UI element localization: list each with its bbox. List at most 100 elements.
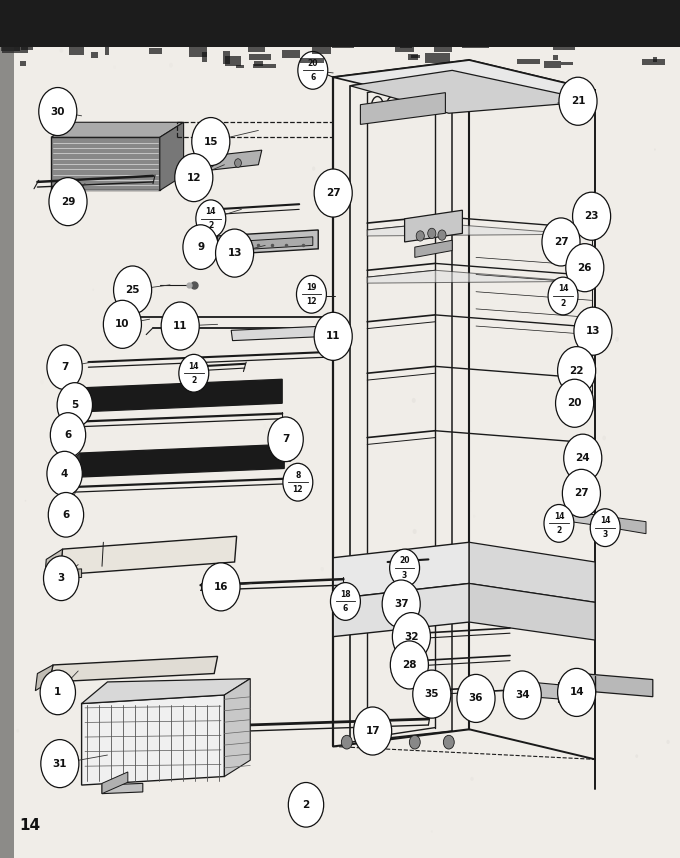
Bar [253,64,277,69]
Circle shape [207,159,214,167]
Text: 28: 28 [402,660,417,670]
Text: 1: 1 [54,687,61,698]
Text: 11: 11 [326,331,341,341]
Text: 3: 3 [402,571,407,580]
Polygon shape [82,679,250,704]
Bar [411,55,420,58]
Circle shape [654,148,656,151]
Polygon shape [102,772,128,794]
Text: 10: 10 [115,319,130,329]
Polygon shape [595,515,646,534]
Bar [553,55,558,59]
Bar [151,27,159,39]
Polygon shape [82,379,282,412]
Bar [656,39,679,47]
Circle shape [49,178,87,226]
Bar [325,33,341,39]
Circle shape [114,266,152,314]
Circle shape [296,275,326,313]
Circle shape [390,641,428,689]
Polygon shape [360,93,445,124]
Polygon shape [333,542,469,599]
Text: 2: 2 [191,376,197,385]
Circle shape [409,735,420,749]
Text: 13: 13 [585,326,600,336]
Bar [176,29,201,41]
Bar [395,47,414,52]
Text: 20: 20 [567,398,582,408]
Bar [462,39,489,48]
Text: 16: 16 [214,582,228,592]
Polygon shape [415,240,452,257]
Text: 12: 12 [186,172,201,183]
Text: 14: 14 [569,687,584,698]
Bar [0,0,14,858]
Text: 2: 2 [560,299,566,308]
Text: 6: 6 [65,430,71,440]
Polygon shape [35,665,53,691]
Circle shape [566,244,604,292]
Circle shape [548,277,578,315]
Polygon shape [228,237,313,251]
Bar [248,47,265,52]
Bar [202,52,207,62]
Bar [58,36,65,41]
Polygon shape [102,783,143,794]
Circle shape [413,670,451,718]
Text: 25: 25 [125,285,140,295]
Circle shape [39,88,77,136]
Polygon shape [333,583,469,637]
Polygon shape [67,453,80,488]
Text: 27: 27 [326,188,341,198]
Bar [642,58,665,65]
Circle shape [175,154,213,202]
Bar [307,39,319,45]
Bar [371,37,376,41]
Circle shape [590,509,620,547]
Circle shape [558,668,596,716]
Bar [554,29,571,41]
Circle shape [312,166,316,171]
Text: 2: 2 [303,800,309,810]
Text: 4: 4 [61,468,68,479]
Polygon shape [51,123,184,137]
Text: 22: 22 [569,366,584,376]
Text: 14: 14 [600,516,611,525]
Bar [401,37,412,48]
Polygon shape [581,674,653,697]
Circle shape [24,500,27,502]
Circle shape [471,776,474,781]
Text: 2: 2 [208,221,214,231]
Text: 18: 18 [340,589,351,599]
Circle shape [564,434,602,482]
Circle shape [44,556,79,601]
Polygon shape [405,210,462,242]
Circle shape [479,214,481,218]
Bar [69,43,84,56]
Text: 6: 6 [63,510,69,520]
Polygon shape [333,60,595,107]
Text: 11: 11 [173,321,188,331]
Text: 3: 3 [602,530,608,540]
Circle shape [551,589,554,592]
Circle shape [188,160,190,162]
Bar [105,44,109,55]
Bar [408,54,418,59]
Text: 34: 34 [515,690,530,700]
Circle shape [413,529,417,534]
Polygon shape [49,656,218,682]
Circle shape [443,735,454,749]
Text: 14: 14 [188,361,199,371]
Text: 26: 26 [577,263,592,273]
Text: 20: 20 [399,556,410,565]
Polygon shape [68,388,82,423]
Circle shape [286,473,288,475]
Text: 29: 29 [61,196,75,207]
Text: 14: 14 [19,818,40,833]
Bar [339,42,354,46]
Circle shape [384,611,386,614]
Circle shape [556,379,594,427]
Bar [20,61,26,66]
Text: 13: 13 [227,248,242,258]
Circle shape [235,159,241,167]
